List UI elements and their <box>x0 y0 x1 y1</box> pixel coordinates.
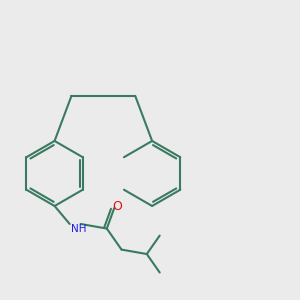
Text: NH: NH <box>71 224 87 234</box>
Text: O: O <box>112 200 122 213</box>
